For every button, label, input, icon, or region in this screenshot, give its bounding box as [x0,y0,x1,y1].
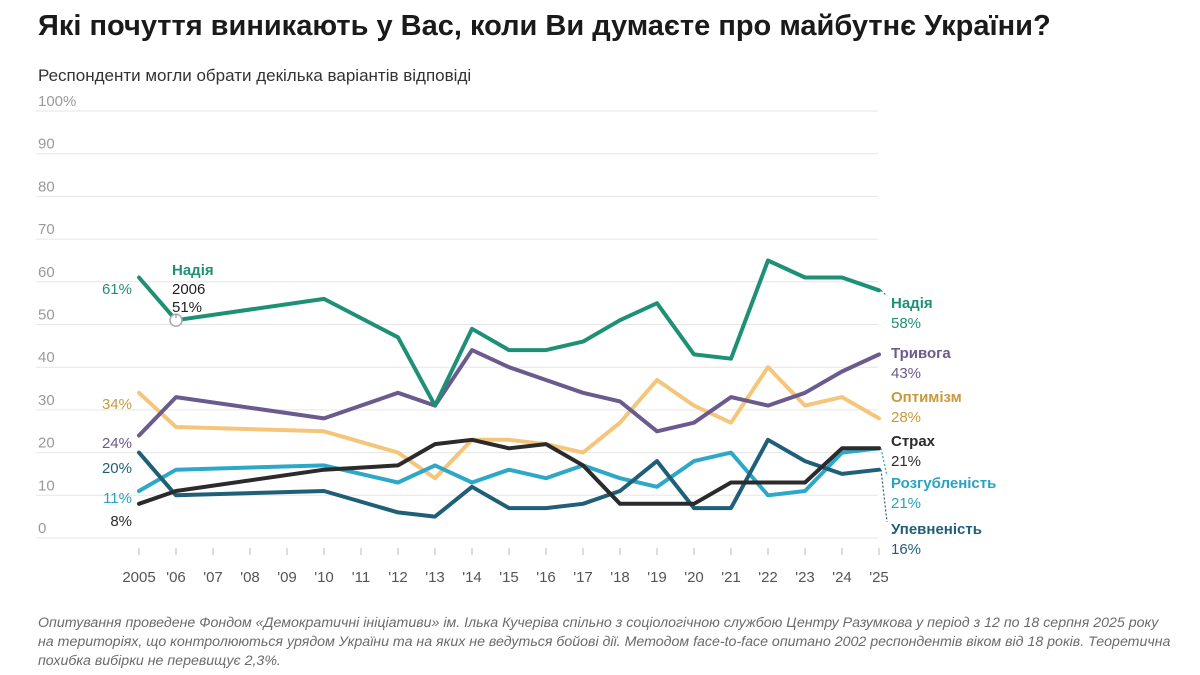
end-series-name: Оптимізм [891,389,962,406]
x-tick-label: '07 [203,569,223,586]
leader-line [880,289,888,297]
x-tick-label: '09 [277,569,297,586]
end-series-name: Страх [891,433,936,450]
x-tick-label: '10 [314,569,334,586]
series-line [137,348,881,438]
x-tick-label: '08 [240,569,260,586]
y-tick-label: 30 [38,392,55,409]
x-tick-label: '16 [536,569,556,586]
y-tick-label: 40 [38,349,55,366]
end-value-label: 58% [891,315,921,332]
x-tick-label: '22 [758,569,778,586]
series-line [137,446,881,498]
x-tick-label: 2005 [122,569,155,586]
end-series-name: Упевненість [891,521,982,538]
x-tick-label: '17 [573,569,593,586]
series-line [137,437,881,519]
annotation-year: 2006 [172,281,205,298]
annotation-series-name: Надія [172,262,214,279]
y-tick-label: 70 [38,221,55,238]
x-tick-label: '19 [647,569,667,586]
start-value-label: 34% [102,396,132,413]
x-tick-label: '23 [795,569,815,586]
end-series-name: Розгубленість [891,475,996,492]
leader-line [880,448,888,477]
end-value-label: 16% [891,541,921,558]
x-tick-label: '12 [388,569,408,586]
y-tick-label: 10 [38,477,55,494]
y-tick-label: 20 [38,435,55,452]
x-tick-label: '20 [684,569,704,586]
y-tick-label: 50 [38,307,55,324]
series-line [137,258,881,408]
x-tick-label: '11 [352,569,370,586]
start-value-label: 20% [102,460,132,477]
end-series-name: Тривога [891,345,951,362]
y-tick-label: 100% [38,93,76,110]
y-tick-label: 90 [38,136,55,153]
end-value-label: 28% [891,409,921,426]
x-tick-label: '06 [166,569,186,586]
x-tick-label: '24 [832,569,852,586]
start-value-label: 24% [102,435,132,452]
y-tick-label: 0 [38,520,46,537]
leader-line [880,469,888,523]
end-value-label: 21% [891,495,921,512]
y-tick-label: 80 [38,178,55,195]
series-line [137,365,881,481]
start-value-label: 11% [103,490,132,507]
chart-subtitle: Респонденти могли обрати декілька варіан… [38,66,472,85]
x-tick-label: '15 [499,569,519,586]
footnote: Опитування проведене Фондом «Демократичн… [38,615,1171,669]
start-value-label: 8% [110,513,132,530]
end-value-label: 43% [891,365,921,382]
x-tick-label: '21 [721,569,741,586]
series-line [137,437,881,506]
chart-title: Які почуття виникають у Вас, коли Ви дум… [38,10,1051,42]
end-series-name: Надія [891,295,933,312]
annotation-value: 51% [172,299,202,316]
x-tick-label: '13 [425,569,445,586]
end-value-label: 21% [891,453,921,470]
x-tick-label: '18 [610,569,630,586]
x-tick-label: '25 [869,569,889,586]
start-value-label: 61% [102,281,132,298]
y-tick-label: 60 [38,264,55,281]
x-tick-label: '14 [462,569,482,586]
